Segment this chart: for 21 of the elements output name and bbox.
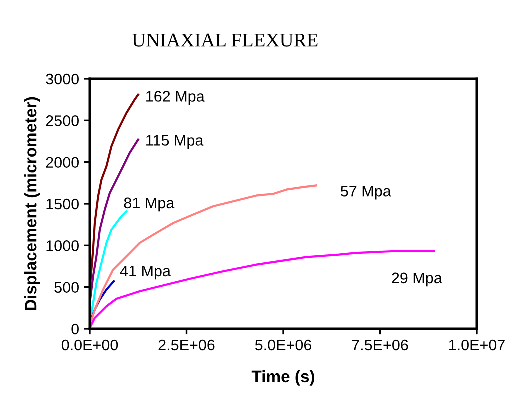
series-label: 115 Mpa xyxy=(146,135,204,149)
y-tick-label: 2000 xyxy=(46,157,79,168)
x-tick-label: 7.5E+06 xyxy=(352,340,408,351)
series-label: 81 Mpa xyxy=(124,198,175,212)
series-label: 29 Mpa xyxy=(392,272,442,287)
y-tick-label: 3000 xyxy=(46,74,79,85)
y-axis-title: Displacement (micrometer) xyxy=(24,97,40,310)
x-tick-label: 1.0E+07 xyxy=(449,340,505,351)
x-tick-label: 2.5E+06 xyxy=(158,340,215,351)
series-label: 57 Mpa xyxy=(341,186,392,200)
x-tick-label: 5.0E+06 xyxy=(255,340,312,351)
y-tick-label: 1000 xyxy=(46,240,79,252)
y-tick-label: 0 xyxy=(72,324,79,335)
y-tick-label: 500 xyxy=(54,282,79,294)
x-axis-title: Time (s) xyxy=(252,370,314,386)
chart-title: UNIAXIAL FLEXURE xyxy=(132,34,318,47)
series-label: 162 Mpa xyxy=(146,91,205,105)
y-tick-label: 2500 xyxy=(46,116,79,126)
y-tick-label: 1500 xyxy=(46,198,79,210)
series-label: 41 Mpa xyxy=(120,266,171,280)
x-tick-label: 0.0E+00 xyxy=(62,340,118,351)
